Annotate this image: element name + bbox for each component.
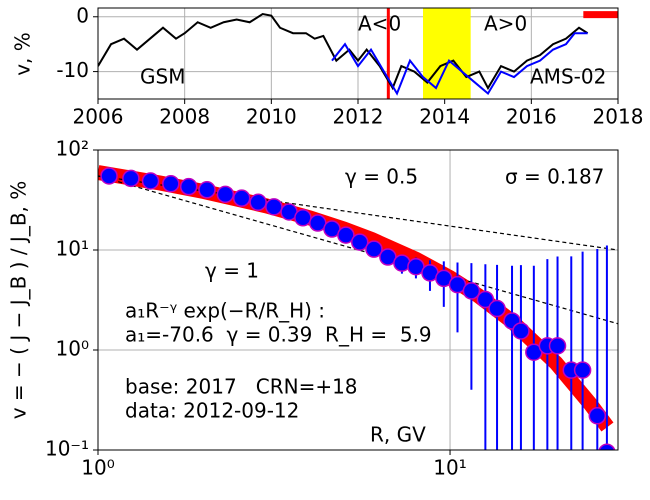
x-tick-label: 2016 — [506, 105, 557, 129]
data-point — [100, 167, 118, 185]
x-tick-label: 2018 — [593, 105, 644, 129]
data-point — [350, 233, 369, 251]
annotation: base: 2017 CRN=+18 — [125, 375, 358, 399]
data-point — [141, 172, 160, 190]
series-label: GSM — [140, 65, 185, 89]
data-point — [162, 174, 180, 193]
data-point — [249, 193, 267, 212]
data-point — [548, 337, 567, 355]
y-tick-label: 10² — [56, 137, 89, 161]
data-point — [198, 181, 216, 199]
reference-label: γ = 0.5 — [345, 165, 418, 189]
data-point — [365, 240, 383, 258]
data-point — [462, 282, 481, 300]
x-tick-label: 2014 — [419, 105, 470, 129]
series-line — [331, 32, 588, 96]
annotation: A>0 — [484, 12, 527, 36]
data-point — [598, 443, 616, 450]
annotation: σ = 0.187 — [505, 165, 604, 189]
plot-area — [98, 165, 618, 450]
highlight-span — [423, 8, 471, 99]
annotation: a₁=-70.6 γ = 0.39 R_H = 5.9 — [125, 323, 432, 347]
data-point — [476, 290, 495, 309]
data-point — [265, 198, 283, 216]
data-point — [179, 177, 198, 196]
y-tick-label: 10⁻¹ — [45, 437, 89, 461]
x-tick-label: 2010 — [246, 105, 297, 129]
y-tick-label: 0 — [76, 3, 89, 27]
series-line — [98, 12, 589, 91]
data-point — [588, 407, 607, 425]
plot-frame — [97, 149, 619, 451]
x-tick-label: 2008 — [159, 105, 210, 129]
data-point — [232, 189, 251, 207]
data-point — [512, 322, 530, 340]
data-point — [294, 209, 312, 227]
data-point — [216, 185, 235, 204]
data-point — [337, 226, 355, 244]
x-axis-label: R, GV — [370, 423, 426, 447]
data-point — [122, 169, 140, 188]
annotation: data: 2012-09-12 — [125, 399, 299, 423]
reference-label: γ = 1 — [205, 259, 259, 283]
y-axis-label: v = − ( J − J_B ) / J_B, % — [7, 181, 31, 420]
annotation: a₁R⁻ᵞ exp(−R/R_H) : — [125, 299, 325, 323]
y-tick-label: 10¹ — [56, 237, 89, 261]
reference-line — [98, 175, 618, 325]
data-point — [488, 299, 506, 318]
plot-area — [98, 8, 618, 99]
x-tick-label: 2012 — [333, 105, 384, 129]
plot-frame — [97, 7, 619, 100]
series-label: AMS-02 — [530, 65, 606, 89]
x-tick-label: 10⁰ — [81, 456, 114, 480]
data-point — [573, 361, 592, 379]
x-tick-label: 2006 — [73, 105, 124, 129]
x-tick-label: 10¹ — [433, 456, 466, 480]
annotation: A<0 — [358, 12, 401, 36]
y-tick-label: -10 — [56, 58, 89, 82]
y-tick-label: 10⁰ — [56, 337, 89, 361]
y-axis-label: v, % — [11, 32, 35, 76]
